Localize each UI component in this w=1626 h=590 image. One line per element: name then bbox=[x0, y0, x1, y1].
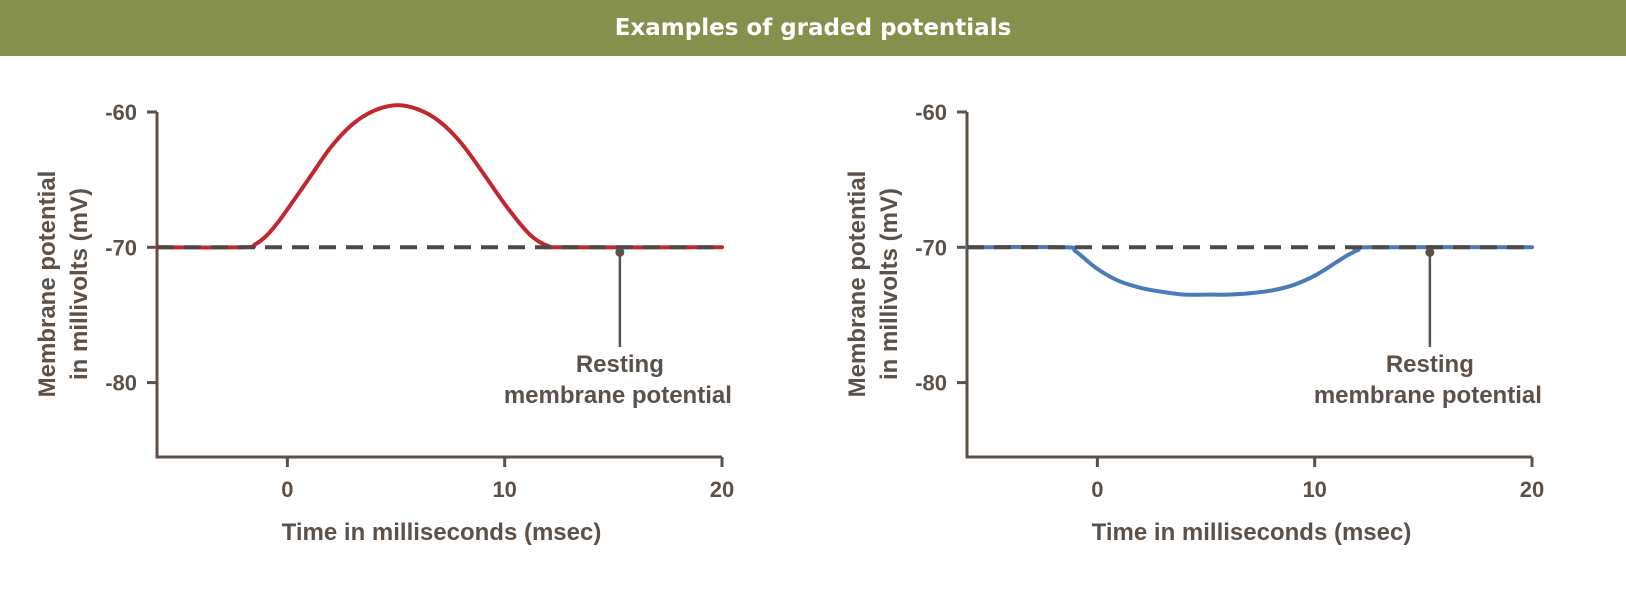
x-tick-label: 0 bbox=[281, 477, 293, 502]
y-tick-label: -60 bbox=[915, 100, 947, 125]
potential-curve bbox=[155, 103, 724, 250]
y-tick-label: -80 bbox=[105, 371, 137, 396]
x-tick-label: 0 bbox=[1091, 477, 1103, 502]
y-axis-title-line2: in millivolts (mV) bbox=[66, 188, 93, 380]
y-axis-title-line1: Membrane potential bbox=[34, 171, 61, 398]
chart-hyperpolarization: -60 -70 -80 0 10 20 Time in milliseconds (msec… bbox=[844, 100, 1544, 546]
annotation-label-line2: membrane potential bbox=[1314, 382, 1542, 409]
y-tick-label: -70 bbox=[915, 235, 947, 260]
y-tick-label: -70 bbox=[105, 235, 137, 260]
x-tick-label: 10 bbox=[492, 477, 516, 502]
potential-curve bbox=[965, 244, 1534, 297]
page-title: Examples of graded potentials bbox=[614, 15, 1012, 41]
annotation-dot bbox=[615, 247, 625, 257]
y-tick-label: -80 bbox=[915, 371, 947, 396]
title-banner: Examples of graded potentials bbox=[0, 0, 1626, 56]
annotation-dot bbox=[1425, 247, 1435, 257]
x-tick-label: 20 bbox=[1520, 477, 1544, 502]
annotation-label-line1: Resting bbox=[576, 351, 664, 378]
x-tick-label: 10 bbox=[1302, 477, 1326, 502]
annotation-label-line1: Resting bbox=[1386, 351, 1474, 378]
y-axis-title-line1: Membrane potential bbox=[844, 171, 871, 398]
chart-depolarization: -60 -70 -80 0 10 20 Time in milliseconds (msec… bbox=[34, 100, 734, 546]
annotation-label-line2: membrane potential bbox=[504, 382, 732, 409]
y-tick-label: -60 bbox=[105, 100, 137, 125]
y-axis-title-line2: in millivolts (mV) bbox=[876, 188, 903, 380]
x-axis-title: Time in milliseconds (msec) bbox=[282, 519, 602, 546]
x-axis-title: Time in milliseconds (msec) bbox=[1092, 519, 1412, 546]
x-tick-label: 20 bbox=[710, 477, 734, 502]
